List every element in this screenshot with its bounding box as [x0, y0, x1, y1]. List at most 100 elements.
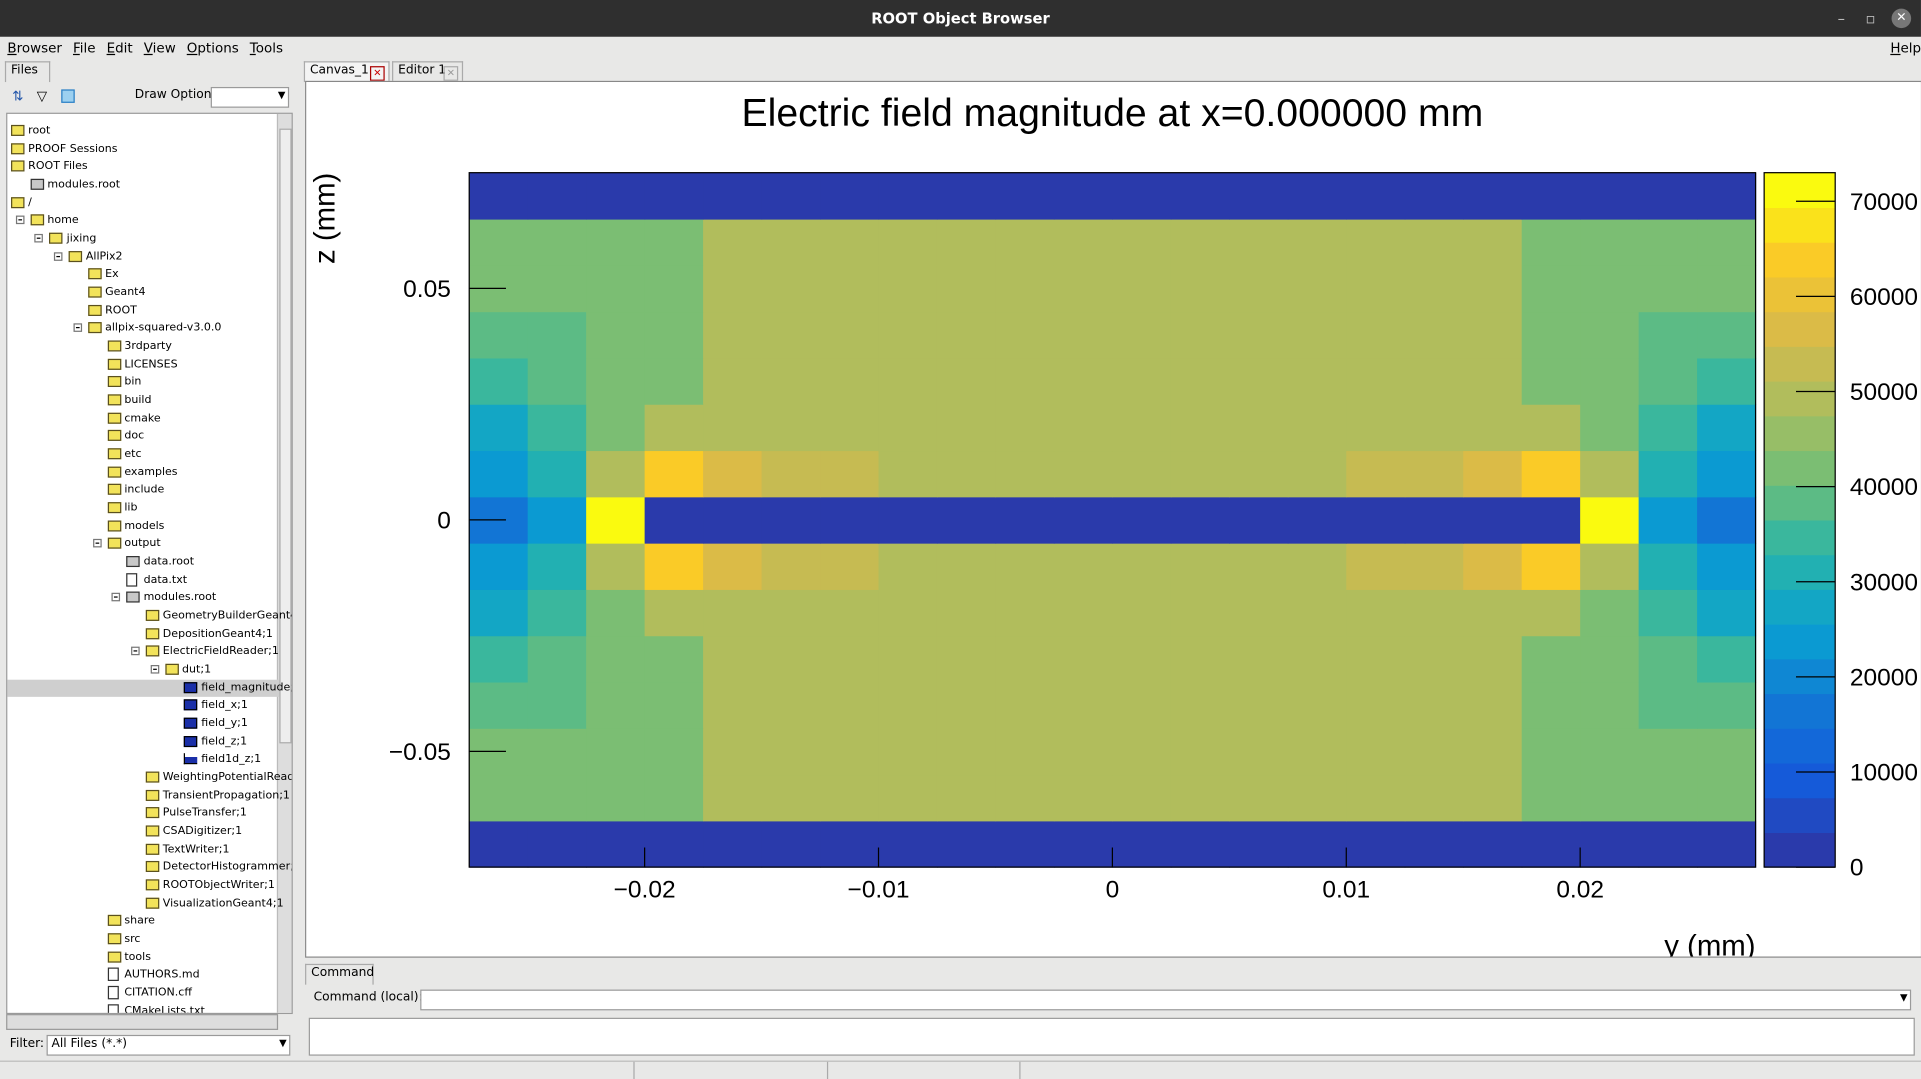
heatmap-cell: [1053, 635, 1114, 683]
tree-row[interactable]: jixing: [7, 230, 279, 247]
tree-row[interactable]: Geant4: [7, 284, 279, 301]
expander[interactable]: [130, 647, 140, 656]
tree-row[interactable]: cmake: [7, 410, 279, 427]
tree-row[interactable]: TransientPropagation;1: [7, 787, 290, 804]
heatmap-cell: [1638, 404, 1698, 452]
expander[interactable]: [54, 251, 63, 261]
draw-option-combo[interactable]: ▼: [210, 86, 290, 108]
maximize-button[interactable]: ▫: [1865, 9, 1876, 27]
expander[interactable]: [15, 215, 25, 225]
tree-row[interactable]: examples: [7, 464, 279, 481]
tree-row[interactable]: output: [7, 536, 279, 553]
heatmap-cell: [1697, 635, 1757, 683]
menu-item[interactable]: Browser: [7, 40, 62, 57]
command-input[interactable]: ▼: [420, 989, 1912, 1011]
tree-row[interactable]: ROOT: [7, 302, 279, 319]
tree-row[interactable]: AUTHORS.md: [7, 967, 279, 984]
heatmap-cell: [1112, 357, 1172, 405]
heatmap-cell: [1521, 357, 1581, 405]
tree-row[interactable]: doc: [7, 428, 279, 445]
tab[interactable]: Editor 1 ✕: [392, 61, 464, 83]
minimize-button[interactable]: –: [1837, 9, 1846, 27]
tab[interactable]: Canvas_1 ✕: [303, 61, 390, 83]
tree-row[interactable]: field_y;1: [7, 715, 279, 732]
tree-row[interactable]: build: [7, 392, 279, 409]
heatmap-cell: [527, 635, 587, 683]
tree-row[interactable]: field_z;1: [7, 733, 279, 750]
tree-row[interactable]: VisualizationGeant4;1: [7, 895, 284, 912]
tree-row[interactable]: data.txt: [7, 572, 279, 589]
tree-row[interactable]: ROOT Files: [7, 158, 279, 175]
menu-item[interactable]: View: [143, 40, 176, 57]
tree-row[interactable]: dut;1: [7, 661, 279, 678]
tree-row[interactable]: GeometryBuilderGeant4;: [7, 608, 292, 625]
tree-label: ROOT: [105, 304, 137, 317]
heatmap-cell: [761, 357, 821, 405]
menu-item[interactable]: Options: [186, 40, 239, 57]
h-scrollbar[interactable]: [6, 1014, 279, 1030]
tree-label: field_y;1: [201, 717, 248, 731]
tree-row[interactable]: PROOF Sessions: [7, 140, 279, 157]
tree-row[interactable]: allpix-squared-v3.0.0: [7, 320, 279, 337]
tree-row[interactable]: /: [7, 194, 279, 211]
y-tick-label: 0.05: [403, 276, 451, 303]
tree-row[interactable]: Ex: [7, 266, 279, 283]
tree-row[interactable]: lib: [7, 500, 279, 517]
expander[interactable]: [73, 323, 82, 333]
tree-row[interactable]: ElectricFieldReader;1: [7, 643, 279, 660]
tree-row[interactable]: DetectorHistogrammer;1: [7, 859, 292, 876]
menu-item[interactable]: Edit: [106, 40, 133, 57]
tab[interactable]: Command: [305, 963, 374, 985]
tree-row[interactable]: data.root: [7, 554, 279, 571]
expander[interactable]: [92, 539, 102, 548]
tree-row[interactable]: CMakeLists.txt: [7, 1003, 279, 1013]
menu-item[interactable]: File: [72, 40, 96, 57]
tree-row[interactable]: DepositionGeant4;1: [7, 626, 279, 643]
heatmap-cell: [469, 820, 529, 868]
tab[interactable]: Files: [4, 61, 51, 83]
tab-close[interactable]: ✕: [369, 66, 385, 81]
close-button[interactable]: ✕: [1891, 8, 1912, 29]
tree-row[interactable]: 3rdparty: [7, 338, 279, 355]
expander[interactable]: [150, 665, 159, 674]
menu-item[interactable]: Tools: [249, 40, 284, 57]
sort-button[interactable]: ⇅: [12, 88, 24, 105]
tree-row[interactable]: ROOTObjectWriter;1: [7, 877, 279, 894]
tree-row[interactable]: field1d_z;1: [7, 751, 279, 768]
expander[interactable]: [111, 593, 121, 602]
expander[interactable]: [34, 233, 44, 243]
tree-row[interactable]: share: [7, 913, 279, 930]
tree-row[interactable]: include: [7, 482, 279, 499]
tree-label: DetectorHistogrammer;1: [162, 861, 293, 874]
tree-row[interactable]: home: [7, 212, 279, 229]
tree-row[interactable]: field_magnitude;: [7, 679, 292, 697]
tree-row[interactable]: LICENSES: [7, 356, 279, 373]
tree-row[interactable]: etc: [7, 446, 279, 463]
menu-item[interactable]: Help: [1890, 40, 1921, 57]
tree-label: data.txt: [143, 574, 188, 587]
heatmap-cell: [820, 311, 880, 359]
heatmap-cell: [527, 404, 587, 452]
tab-close[interactable]: ✕: [443, 66, 459, 81]
tree-row[interactable]: modules.root: [7, 176, 279, 193]
tree-row[interactable]: modules.root: [7, 590, 279, 607]
tree-row[interactable]: field_x;1: [7, 697, 279, 714]
tree-row[interactable]: src: [7, 931, 279, 948]
draw-option-label: Draw Option:: [134, 88, 216, 102]
tree-row[interactable]: root: [7, 122, 279, 139]
filter-combo[interactable]: All Files (*.*) ▼: [46, 1034, 291, 1056]
refresh-button[interactable]: [61, 89, 75, 103]
tree-row[interactable]: WeightingPotentialReade: [7, 769, 292, 786]
scrollbar[interactable]: [276, 113, 292, 1013]
tree-row[interactable]: CSADigitizer;1: [7, 823, 279, 840]
tree-row[interactable]: AllPix2: [7, 248, 279, 265]
tree-row[interactable]: tools: [7, 949, 279, 966]
filter-button[interactable]: ▽: [36, 88, 48, 105]
tree-row[interactable]: bin: [7, 374, 279, 391]
tree-row[interactable]: TextWriter;1: [7, 841, 279, 858]
heatmap-cell: [586, 728, 646, 776]
tree-row[interactable]: CITATION.cff: [7, 985, 279, 1002]
tree-row[interactable]: PulseTransfer;1: [7, 805, 279, 822]
colorbar-step: [1764, 450, 1836, 486]
tree-row[interactable]: models: [7, 518, 279, 535]
